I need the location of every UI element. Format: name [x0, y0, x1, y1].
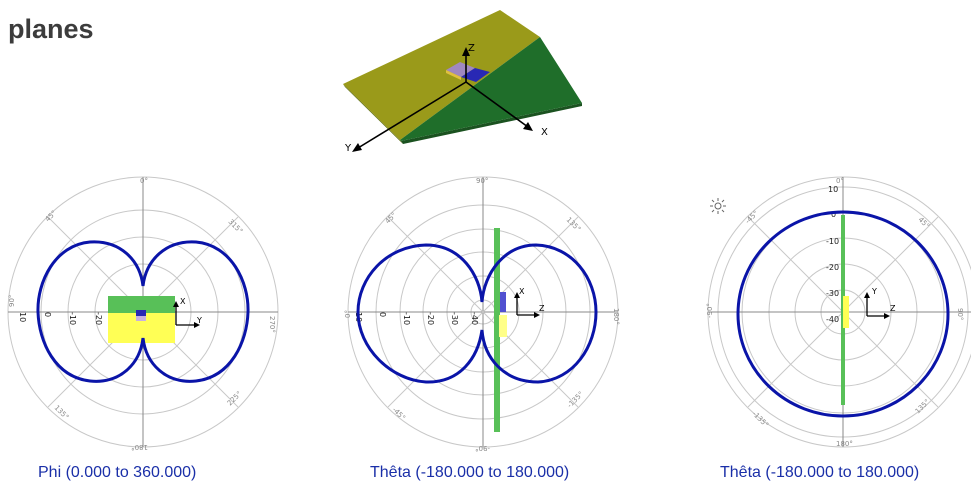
arrow-icon [534, 312, 540, 318]
patch-yellow [446, 70, 461, 80]
arrow-icon [173, 301, 179, 307]
radial-label: 0 [378, 312, 387, 317]
angle-label: 45° [44, 209, 58, 223]
radial-label: -10 [826, 237, 839, 246]
radiation-pattern [356, 243, 598, 384]
z-arrow-icon [462, 47, 470, 56]
radial-label: 0 [831, 210, 836, 219]
board-yellow-region [343, 10, 540, 140]
angle-label: 135° [53, 404, 71, 422]
radial-label: 0 [43, 312, 52, 317]
axis-label: Z [539, 304, 545, 313]
z-axis-label: Z [468, 43, 475, 54]
plot-caption: Phi (0.000 to 360.000) [38, 464, 197, 481]
angle-label: 0° [140, 177, 148, 185]
arrow-icon [884, 313, 890, 319]
angle-label: 90° [956, 308, 964, 320]
arrow-icon [514, 292, 520, 298]
radial-label: -30 [450, 312, 459, 325]
axis-label: X [519, 287, 525, 296]
radial-label: -10 [402, 312, 411, 325]
angle-label: -90° [706, 303, 714, 318]
angle-label: -45° [391, 406, 407, 422]
radial-label: -30 [826, 289, 839, 298]
angle-label: -90° [475, 444, 490, 452]
angle-label: 135° [914, 398, 932, 416]
angle-label: -135° [751, 410, 770, 429]
radial-label: -20 [826, 263, 839, 272]
angle-label: 90° [476, 177, 488, 185]
patch-inset-pad [843, 296, 849, 328]
angle-label: 45° [917, 216, 931, 230]
radial-label: 10 [828, 185, 838, 194]
patch-feed [461, 68, 490, 82]
sun-icon[interactable] [710, 198, 726, 214]
plot-caption: Thêta (-180.000 to 180.000) [720, 464, 920, 481]
radial-label: -20 [426, 312, 435, 325]
angle-label: -135° [566, 390, 585, 409]
polar-plot-phi: 0° 315° 270° 225° 180° 135° 90° 45° 10 0… [7, 176, 279, 451]
arrow-icon [864, 292, 870, 298]
geometry-view: Z X Y [343, 10, 582, 154]
patch-inset-pad [499, 315, 507, 337]
radial-label: -20 [94, 312, 103, 325]
angle-label: 0° [344, 310, 352, 318]
radial-label: 10 [18, 312, 27, 322]
axis-label: Y [871, 287, 877, 296]
angle-label: 270° [268, 316, 276, 333]
polar-grid [347, 176, 619, 448]
page-title: planes [8, 14, 94, 44]
board-inset-green [108, 296, 175, 313]
x-arrow-icon [523, 122, 533, 131]
plot-caption: Thêta (-180.000 to 180.000) [370, 464, 570, 481]
arrow-icon [194, 322, 200, 328]
radial-label: -40 [826, 315, 839, 324]
angle-label: 0° [836, 177, 844, 185]
patch-element [446, 62, 475, 77]
x-axis-label: X [541, 127, 548, 138]
patch-inset [500, 292, 506, 312]
board-inset-edge [494, 228, 500, 432]
y-axis [357, 81, 467, 149]
angle-label: 180° [131, 443, 148, 451]
radiation-pattern [36, 240, 250, 383]
angle-label: 180° [612, 308, 620, 325]
angle-label: 135° [565, 216, 583, 234]
radiation-pattern [736, 210, 950, 418]
patch-inset-pad [136, 316, 146, 321]
angle-label: 45° [384, 211, 398, 225]
polar-plot-theta-2: 0° 45° 90° 135° 180° -135° -90° -45° 10 … [706, 176, 971, 448]
axis-label: X [180, 297, 186, 306]
axis-label: Z [890, 304, 896, 313]
axis-label: Y [196, 316, 202, 325]
radial-label: -40 [470, 312, 479, 325]
polar-plot-theta-1: 90° 135° 180° -135° -90° -45° 0° 45° 10 … [344, 176, 620, 452]
x-axis [465, 81, 529, 128]
angle-label: -45° [744, 209, 760, 225]
radial-label: -10 [68, 312, 77, 325]
angle-label: 180° [836, 440, 853, 448]
y-arrow-icon [352, 143, 362, 152]
angle-label: 90° [8, 295, 16, 307]
board-green-region [400, 37, 582, 141]
board-edge [401, 103, 582, 144]
y-axis-label: Y [344, 143, 352, 154]
patch-inset [136, 310, 146, 316]
